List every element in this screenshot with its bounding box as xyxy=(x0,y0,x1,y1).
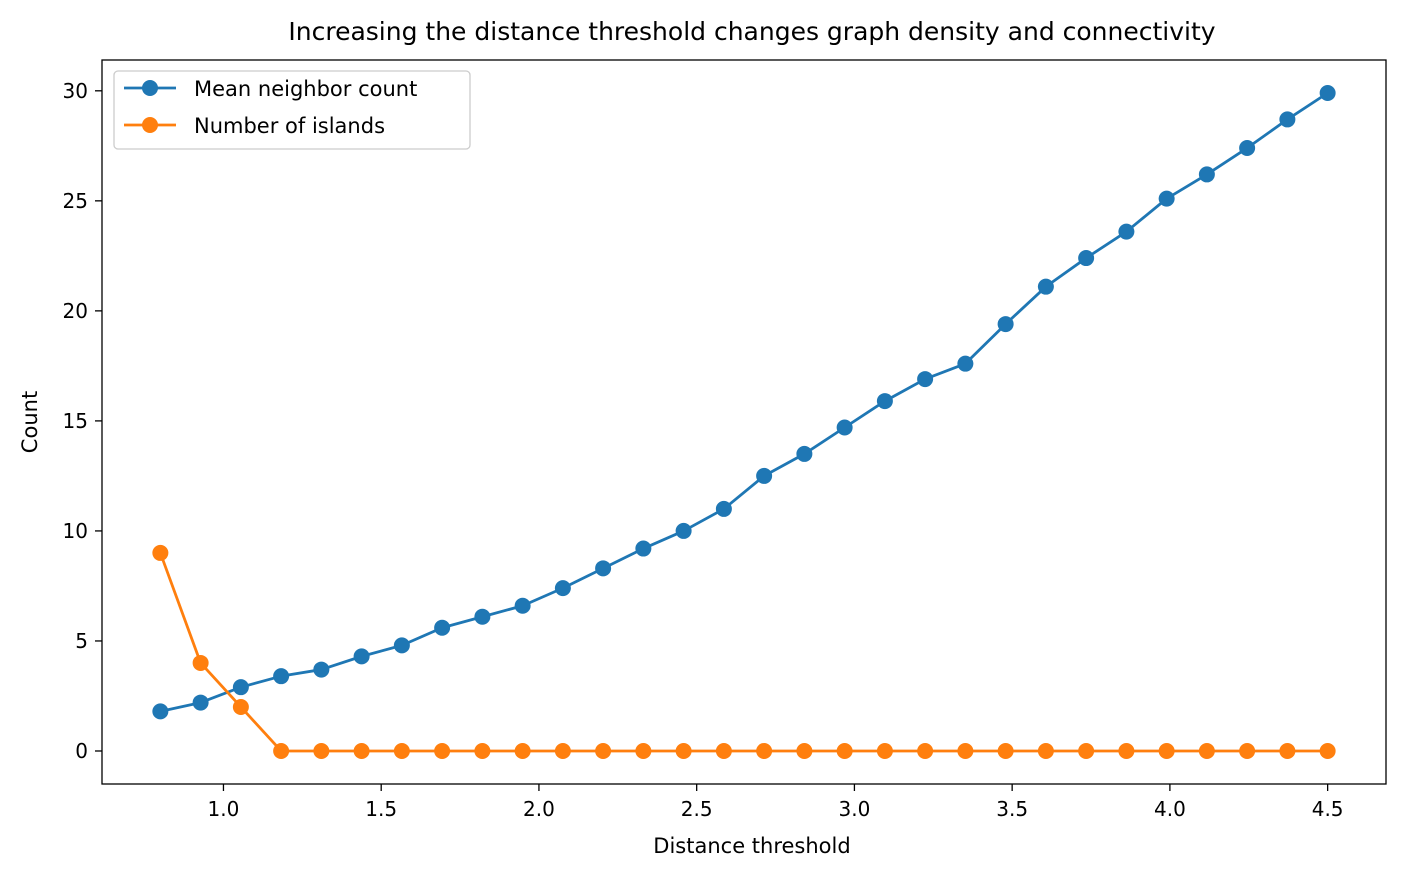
series-layer xyxy=(152,85,1336,759)
data-point xyxy=(554,580,571,597)
chart-title: Increasing the distance threshold change… xyxy=(288,17,1215,46)
y-tick-label: 25 xyxy=(63,189,88,213)
data-point xyxy=(1198,166,1215,183)
data-point xyxy=(675,522,692,539)
x-axis-ticks: 1.0 1.5 2.0 2.5 3.0 3.5 4.0 4.5 xyxy=(208,784,1344,821)
data-point xyxy=(1319,742,1336,759)
series-2 xyxy=(152,544,1336,759)
data-point xyxy=(1037,742,1054,759)
data-point xyxy=(1118,742,1135,759)
data-point xyxy=(917,371,934,388)
data-point xyxy=(514,597,531,614)
data-point xyxy=(554,742,571,759)
data-point xyxy=(1198,742,1215,759)
x-tick-label: 4.0 xyxy=(1154,797,1186,821)
series-1 xyxy=(152,85,1336,720)
data-point xyxy=(876,393,893,410)
x-axis-label: Distance threshold xyxy=(653,834,850,858)
data-point xyxy=(876,742,893,759)
data-point xyxy=(957,742,974,759)
data-point xyxy=(635,742,652,759)
data-point xyxy=(353,742,370,759)
data-point xyxy=(756,467,773,484)
y-axis-ticks: 0 5 10 15 20 25 30 xyxy=(63,79,102,763)
data-point xyxy=(595,560,612,577)
data-point xyxy=(1279,111,1296,128)
legend-marker-series-2 xyxy=(142,117,158,133)
legend-marker-series-1 xyxy=(142,80,158,96)
data-point xyxy=(192,654,209,671)
data-point xyxy=(434,619,451,636)
legend-label-series-2: Number of islands xyxy=(194,114,385,138)
x-tick-label: 3.0 xyxy=(839,797,871,821)
data-point xyxy=(796,445,813,462)
y-axis-label: Count xyxy=(18,391,42,453)
y-tick-label: 5 xyxy=(75,629,88,653)
data-point xyxy=(232,698,249,715)
data-point xyxy=(997,316,1014,333)
data-point xyxy=(152,703,169,720)
legend-box xyxy=(113,70,471,150)
y-tick-label: 30 xyxy=(63,79,88,103)
x-tick-label: 2.5 xyxy=(681,797,713,821)
data-point xyxy=(1239,140,1256,157)
data-point xyxy=(1319,85,1336,102)
data-point xyxy=(997,742,1014,759)
y-tick-label: 10 xyxy=(63,519,88,543)
plot-area-frame xyxy=(101,59,1387,785)
data-point xyxy=(152,544,169,561)
data-point xyxy=(1037,278,1054,295)
y-tick-label: 15 xyxy=(63,409,88,433)
x-tick-label: 1.5 xyxy=(365,797,397,821)
data-point xyxy=(393,637,410,654)
y-tick-label: 0 xyxy=(75,739,88,763)
data-point xyxy=(675,742,692,759)
legend-label-series-1: Mean neighbor count xyxy=(194,77,417,101)
data-point xyxy=(1078,742,1095,759)
data-point xyxy=(635,540,652,557)
data-point xyxy=(474,608,491,625)
data-point xyxy=(715,500,732,517)
data-point xyxy=(1078,250,1095,267)
data-point xyxy=(434,742,451,759)
data-point xyxy=(836,419,853,436)
data-point xyxy=(595,742,612,759)
data-point xyxy=(192,694,209,711)
data-point xyxy=(1158,742,1175,759)
x-tick-label: 4.5 xyxy=(1312,797,1344,821)
data-point xyxy=(1239,742,1256,759)
data-point xyxy=(796,742,813,759)
data-point xyxy=(917,742,934,759)
data-point xyxy=(957,355,974,372)
x-tick-label: 1.0 xyxy=(208,797,240,821)
data-point xyxy=(313,742,330,759)
data-point xyxy=(514,742,531,759)
data-point xyxy=(1158,190,1175,207)
data-point xyxy=(353,648,370,665)
data-point xyxy=(474,742,491,759)
data-point xyxy=(313,661,330,678)
data-point xyxy=(756,742,773,759)
legend: Mean neighbor count Number of islands xyxy=(113,70,471,150)
data-point xyxy=(1118,223,1135,240)
y-tick-label: 20 xyxy=(63,299,88,323)
data-point xyxy=(273,668,290,685)
x-tick-label: 2.0 xyxy=(523,797,555,821)
data-point xyxy=(393,742,410,759)
data-point xyxy=(232,679,249,696)
x-tick-label: 3.5 xyxy=(996,797,1028,821)
data-point xyxy=(273,742,290,759)
data-point xyxy=(715,742,732,759)
data-point xyxy=(1279,742,1296,759)
data-point xyxy=(836,742,853,759)
